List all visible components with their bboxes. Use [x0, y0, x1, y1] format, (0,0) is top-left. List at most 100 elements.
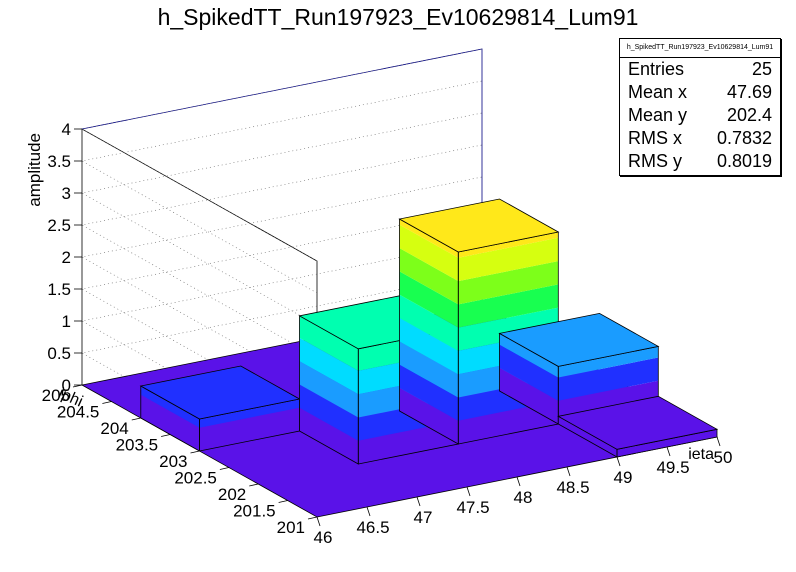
z-tick-label: 3	[62, 184, 71, 203]
bar-face-front	[558, 357, 659, 401]
y-tick	[249, 483, 259, 487]
stats-label: RMS x	[628, 128, 682, 148]
bar-face-side	[399, 317, 459, 375]
bar-face-side	[299, 315, 359, 371]
y-tick-label: 203	[159, 452, 187, 471]
x-tick	[566, 466, 571, 477]
z-tick-label: 4	[62, 120, 71, 139]
data-bars	[139, 198, 719, 465]
x-tick-label: 48.5	[556, 478, 589, 497]
stats-value: 202.4	[726, 105, 772, 125]
z-axis-title: amplitude	[25, 133, 44, 207]
stats-label: Entries	[628, 59, 685, 79]
y-tick	[278, 500, 288, 503]
bar-face-side	[299, 407, 359, 464]
stats-value: 47.69	[726, 82, 772, 102]
bar-top	[139, 365, 301, 420]
y-tick	[307, 516, 318, 520]
x-tick	[466, 486, 471, 497]
bar-face-front	[458, 232, 559, 258]
bar-face-side	[140, 394, 200, 451]
stats-label: RMS y	[628, 151, 682, 171]
bar-face-side	[399, 341, 459, 398]
bar-face-side	[499, 333, 559, 378]
y-tick-label: 204.5	[57, 403, 100, 422]
y-tick	[161, 434, 171, 437]
x-tick-label: 47.5	[456, 498, 489, 517]
stats-row: Entries 25	[620, 58, 780, 81]
bar-face-side	[399, 248, 459, 305]
bar-face-front	[458, 400, 559, 444]
y-tick	[219, 467, 229, 470]
bar-top	[398, 198, 560, 253]
y-tick	[102, 401, 112, 404]
x-tick	[666, 446, 671, 457]
bar-face-side	[299, 337, 359, 395]
x-tick-label: 48	[514, 488, 533, 507]
y-tick-label: 201	[277, 518, 305, 537]
chart-title: h_SpikedTT_Run197923_Ev10629814_Lum91	[157, 4, 639, 30]
x-tick-label: 49.5	[656, 458, 689, 477]
bar-face-side	[399, 271, 459, 328]
bar	[498, 312, 660, 425]
z-tick-label: 2	[62, 248, 71, 267]
z-tick-label: 0.5	[47, 344, 71, 363]
bar-face-side	[399, 219, 459, 258]
bar-face-side	[140, 386, 200, 428]
z-tick-label: 0	[62, 376, 71, 395]
stats-row: RMS x 0.7832	[620, 127, 780, 150]
x-tick	[616, 456, 621, 467]
bar-face-side	[299, 361, 359, 418]
bar-face-side	[299, 384, 359, 441]
bar	[139, 365, 301, 452]
bar-face-side	[399, 224, 459, 282]
stats-row: Mean y 202.4	[620, 104, 780, 127]
x-axis-title: ieta	[688, 446, 714, 463]
stats-label: Mean x	[628, 82, 688, 102]
y-tick-label: 202	[218, 485, 246, 504]
bar	[557, 395, 719, 458]
stats-value: 25	[751, 59, 772, 79]
bar-face-front	[458, 261, 559, 305]
x-tick	[366, 506, 371, 517]
bar-face-front	[199, 407, 300, 451]
bar-face-side	[558, 416, 617, 457]
bar-face-front	[458, 284, 559, 328]
x-tick	[516, 476, 521, 487]
bar-face-front	[199, 399, 300, 428]
y-tick-label: 204	[100, 419, 128, 438]
x-tick-label: 50	[714, 448, 733, 467]
bar-face-front	[458, 237, 559, 282]
bar-top	[498, 312, 660, 367]
x-tick-label: 46.5	[356, 518, 389, 537]
z-tick-label: 2.5	[47, 216, 71, 235]
bar-face-front	[458, 307, 559, 351]
z-tick-label: 3.5	[47, 152, 71, 171]
y-tick-label: 202.5	[174, 469, 217, 488]
stats-row: RMS y 0.8019	[620, 150, 780, 173]
y-tick-label: 203.5	[116, 436, 159, 455]
x-tick-label: 47	[414, 508, 433, 527]
bar-face-front	[558, 346, 659, 378]
x-tick	[316, 516, 321, 527]
bar-face-front	[617, 429, 717, 457]
bar-top	[557, 395, 719, 450]
stats-box: h_SpikedTT_Run197923_Ev10629814_Lum91 En…	[619, 38, 781, 176]
x-tick-label: 46	[314, 528, 333, 547]
bar-face-front	[358, 420, 459, 464]
y-tick	[190, 450, 200, 454]
x-tick	[716, 436, 721, 447]
bar-face-side	[499, 344, 559, 401]
y-tick	[131, 417, 141, 421]
bar-face-side	[399, 294, 459, 351]
stats-label: Mean y	[628, 105, 688, 125]
y-tick-label: 205	[42, 386, 70, 405]
bar-face-side	[499, 367, 559, 424]
z-tick-label: 1	[62, 312, 71, 331]
axes: 4646.54747.54848.54949.550201201.5202202…	[25, 120, 732, 547]
stats-box-name: h_SpikedTT_Run197923_Ev10629814_Lum91	[620, 39, 780, 58]
bar-face-side	[399, 387, 459, 444]
stats-value: 0.7832	[716, 128, 772, 148]
y-tick-label: 201.5	[233, 502, 276, 521]
